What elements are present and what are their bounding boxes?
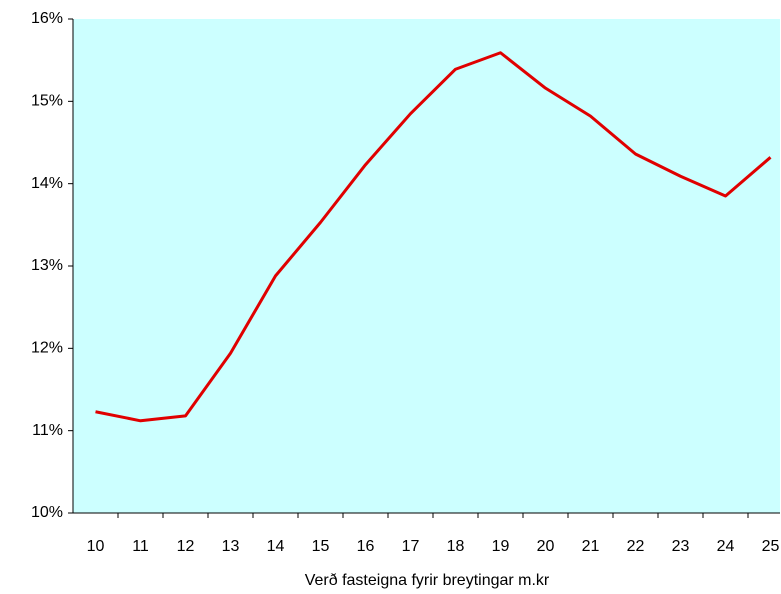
x-tick-label: 18 (447, 538, 465, 555)
x-tick-label: 16 (357, 538, 375, 555)
y-tick-label: 14% (31, 175, 63, 192)
x-tick-label: 22 (627, 538, 645, 555)
y-tick-label: 16% (31, 10, 63, 27)
plot-area (73, 19, 780, 513)
x-tick-label: 24 (717, 538, 735, 555)
y-tick-label: 10% (31, 504, 63, 521)
x-tick-label: 25 (762, 538, 780, 555)
x-tick-label: 23 (672, 538, 690, 555)
x-tick-label: 15 (312, 538, 330, 555)
x-tick-label: 10 (87, 538, 105, 555)
x-tick-label: 13 (222, 538, 240, 555)
x-axis-label: Verð fasteigna fyrir breytingar m.kr (305, 572, 550, 589)
y-tick-label: 11% (32, 422, 63, 439)
y-tick-label: 15% (31, 93, 63, 110)
x-tick-label: 21 (582, 538, 600, 555)
x-tick-label: 19 (492, 538, 510, 555)
x-tick-label: 20 (537, 538, 555, 555)
x-tick-label: 14 (267, 538, 285, 555)
x-tick-label: 17 (402, 538, 420, 555)
y-tick-label: 12% (31, 340, 63, 357)
x-tick-label: 12 (177, 538, 195, 555)
y-tick-label: 13% (31, 257, 63, 274)
data-line (95, 51, 772, 423)
x-tick-label: 11 (132, 538, 149, 555)
